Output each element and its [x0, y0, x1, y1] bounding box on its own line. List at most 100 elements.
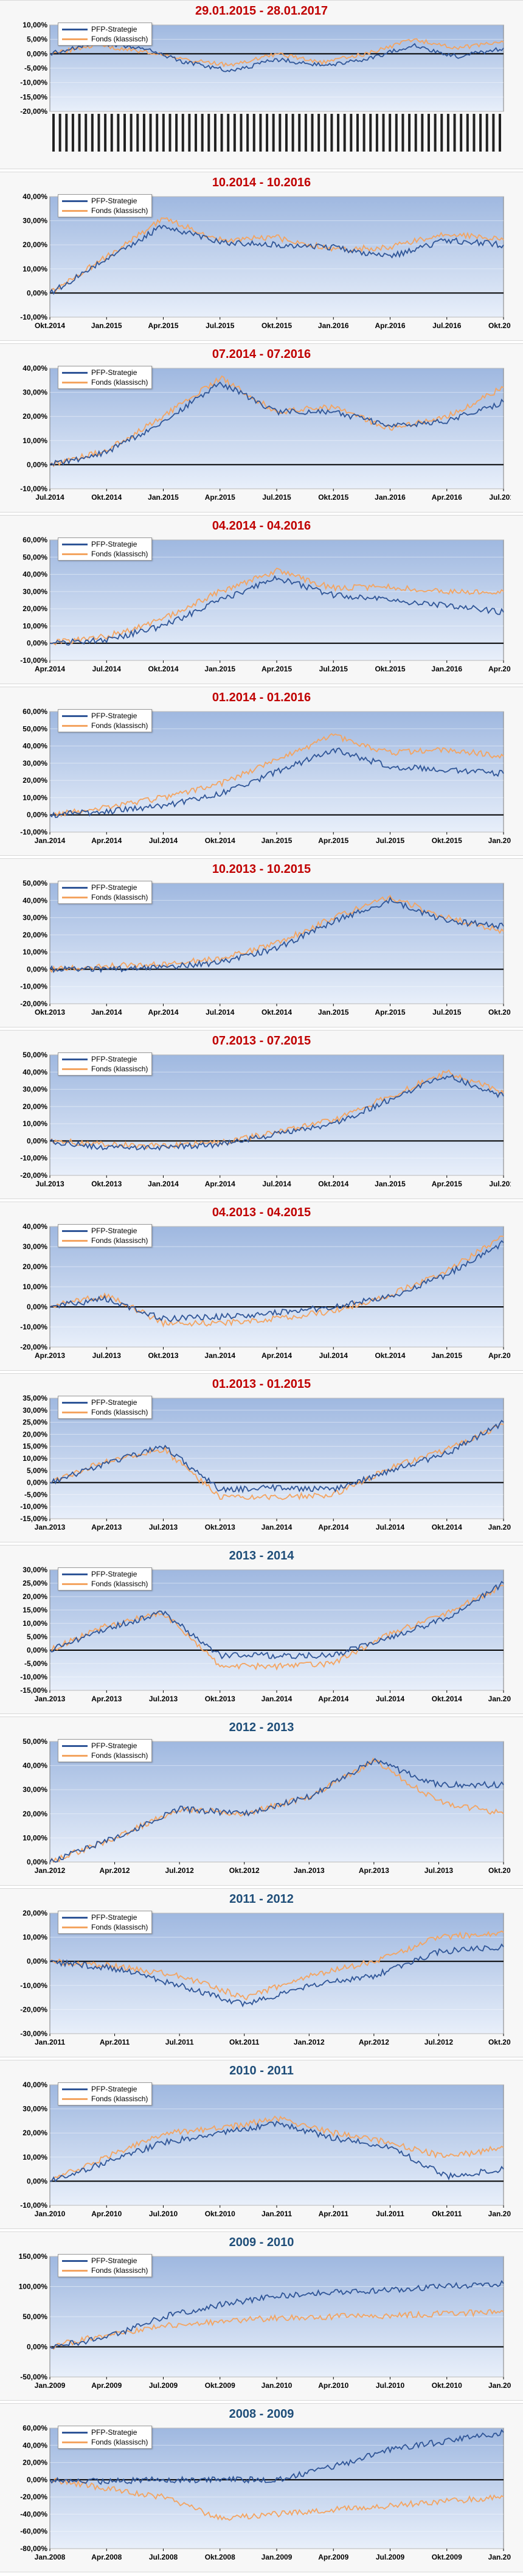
x-tick-label: Apr.2015 [432, 1180, 462, 1188]
x-date-label [246, 114, 249, 152]
x-date-label [440, 114, 443, 152]
chart-panel: 07.2014 - 07.2016 40,00% 30,00% 20,00% 10,00… [0, 343, 523, 513]
legend-swatch [62, 200, 88, 202]
chart-legend: PFP-Strategie Fonds (klassisch) [58, 537, 153, 561]
y-tick-label: -20,00% [20, 2005, 47, 2014]
series-line-fonds-klassisch [49, 2477, 504, 2521]
x-date-label [285, 114, 288, 152]
y-tick-label: 30,00% [23, 217, 47, 225]
x-tick-label: Apr.2014 [91, 836, 122, 845]
x-tick-label: Jan.2008 [35, 2553, 66, 2561]
y-tick-label: 20,00% [23, 412, 47, 421]
x-tick-label: Okt.2016 [488, 321, 511, 330]
x-date-label [85, 114, 88, 152]
series-line-pfp-strategie [49, 575, 504, 646]
chart-panel: 10.2014 - 10.2016 40,00% 30,00% 20,00% 10,00… [0, 172, 523, 341]
x-date-label [453, 114, 456, 152]
legend-label: Fonds (klassisch) [91, 893, 148, 901]
x-tick-label: Jan.2010 [488, 2553, 511, 2561]
x-date-label [343, 114, 346, 152]
chart-panel: 04.2013 - 04.2015 40,00% 30,00% 20,00% 10,00… [0, 1202, 523, 1371]
series-line-pfp-strategie [49, 2121, 504, 2183]
x-tick-label: Okt.2013 [35, 1008, 65, 1017]
x-date-label [188, 114, 191, 152]
legend-label: Fonds (klassisch) [91, 1580, 148, 1588]
legend-label: PFP-Strategie [91, 2085, 137, 2093]
x-tick-label: Apr.2009 [91, 2381, 122, 2390]
legend-swatch [62, 2088, 88, 2090]
chart-title: 07.2014 - 07.2016 [212, 348, 311, 361]
y-tick-label: -30,00% [20, 2029, 47, 2038]
x-date-label [71, 114, 74, 152]
chart-title: 10.2014 - 10.2016 [212, 176, 311, 189]
y-tick-label: 40,00% [23, 2081, 47, 2089]
x-date-label [311, 114, 314, 152]
series-line-pfp-strategie [49, 381, 504, 466]
x-tick-label: Jul.2015 [376, 836, 405, 845]
legend-swatch [62, 1745, 88, 1747]
chart-title: 07.2013 - 07.2015 [212, 1034, 311, 1048]
x-date-label [233, 114, 236, 152]
y-tick-label: 0,00% [27, 965, 47, 973]
x-tick-label: Okt.2014 [148, 665, 178, 673]
y-tick-label: 10,00% [23, 793, 47, 802]
y-tick-label: 10,00% [23, 1933, 47, 1942]
x-date-label [78, 114, 81, 152]
x-date-label [298, 114, 301, 152]
x-date-label [434, 114, 437, 152]
x-tick-label: Jan.2011 [262, 2210, 292, 2218]
x-tick-label: Jan.2009 [262, 2553, 293, 2561]
x-date-label [317, 114, 320, 152]
chart-legend: PFP-Strategie Fonds (klassisch) [58, 366, 153, 389]
x-date-label [362, 114, 365, 152]
legend-label: PFP-Strategie [91, 883, 137, 892]
legend-entry: Fonds (klassisch) [62, 892, 148, 902]
x-tick-label: Okt.2015 [488, 1008, 511, 1017]
y-tick-label: 40,00% [23, 2441, 47, 2449]
legend-swatch [62, 1583, 88, 1585]
x-date-label [330, 114, 333, 152]
x-tick-label: Apr.2012 [100, 1866, 130, 1875]
y-tick-label: -10,00% [20, 1323, 47, 1331]
x-tick-label: Apr.2011 [319, 2210, 349, 2218]
y-tick-label: 30,00% [23, 587, 47, 596]
x-date-label [220, 114, 223, 152]
y-tick-label: 5,00% [27, 1633, 47, 1641]
x-date-label [446, 114, 449, 152]
legend-entry: Fonds (klassisch) [62, 34, 148, 44]
x-tick-label: Okt.2012 [229, 1866, 260, 1875]
y-tick-label: 0,00% [27, 2476, 47, 2484]
y-tick-label: 40,00% [23, 1068, 47, 1076]
chart-panel: 29.01.2015 - 28.01.2017 10,00% 5,00% 0,00% -… [0, 0, 523, 169]
x-date-label [324, 114, 327, 152]
x-date-label [291, 114, 294, 152]
x-tick-label: Apr.2013 [35, 1351, 65, 1360]
x-tick-label: Jan.2015 [204, 665, 235, 673]
x-tick-label: Jan.2014 [262, 1523, 293, 1531]
x-tick-label: Jan.2010 [35, 2210, 66, 2218]
legend-entry: PFP-Strategie [62, 539, 148, 549]
chart-panel: 01.2014 - 01.2016 60,00% 50,00% 40,00% 30,00… [0, 687, 523, 856]
x-tick-label: Jul.2015 [489, 1180, 511, 1188]
legend-label: PFP-Strategie [91, 1227, 137, 1235]
y-tick-label: 0,00% [27, 1858, 47, 1866]
legend-label: Fonds (klassisch) [91, 2266, 148, 2275]
y-tick-label: 0,00% [27, 1479, 47, 1487]
legend-swatch [62, 2441, 88, 2443]
y-tick-label: 10,00% [23, 1119, 47, 1128]
x-tick-label: Jul.2015 [319, 665, 348, 673]
x-date-label [195, 114, 198, 152]
y-tick-label: 0,00% [27, 289, 47, 297]
chart-legend: PFP-Strategie Fonds (klassisch) [58, 2426, 153, 2449]
x-tick-label: Jul.2009 [149, 2381, 178, 2390]
x-date-label [479, 114, 482, 152]
chart-legend: PFP-Strategie Fonds (klassisch) [58, 1052, 153, 1076]
y-tick-label: 10,00% [23, 1619, 47, 1628]
x-date-label [466, 114, 469, 152]
y-tick-label: 5,00% [27, 35, 47, 44]
x-tick-label: Jul.2015 [206, 321, 235, 330]
x-date-label [181, 114, 184, 152]
x-tick-label: Apr.2015 [375, 1008, 405, 1017]
y-tick-label: -40,00% [20, 2510, 47, 2518]
y-tick-label: 20,00% [23, 604, 47, 613]
